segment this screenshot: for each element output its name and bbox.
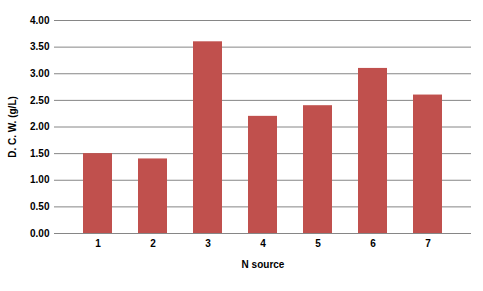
- svg-text:2: 2: [150, 238, 156, 249]
- svg-text:2.50: 2.50: [30, 95, 50, 106]
- svg-text:4.00: 4.00: [30, 15, 50, 26]
- svg-text:1: 1: [95, 238, 101, 249]
- svg-text:0.50: 0.50: [30, 201, 50, 212]
- svg-text:1.00: 1.00: [30, 174, 50, 185]
- svg-text:2.00: 2.00: [30, 121, 50, 132]
- svg-text:3.00: 3.00: [30, 68, 50, 79]
- svg-text:D. C. W. (g/L): D. C. W. (g/L): [7, 96, 18, 158]
- svg-text:N source: N source: [242, 259, 285, 270]
- svg-text:4: 4: [260, 238, 266, 249]
- svg-text:3: 3: [205, 238, 211, 249]
- svg-text:6: 6: [370, 238, 376, 249]
- svg-text:1.50: 1.50: [30, 148, 50, 159]
- svg-text:3.50: 3.50: [30, 41, 50, 52]
- svg-text:5: 5: [315, 238, 321, 249]
- svg-text:7: 7: [425, 238, 431, 249]
- svg-text:0.00: 0.00: [30, 228, 50, 239]
